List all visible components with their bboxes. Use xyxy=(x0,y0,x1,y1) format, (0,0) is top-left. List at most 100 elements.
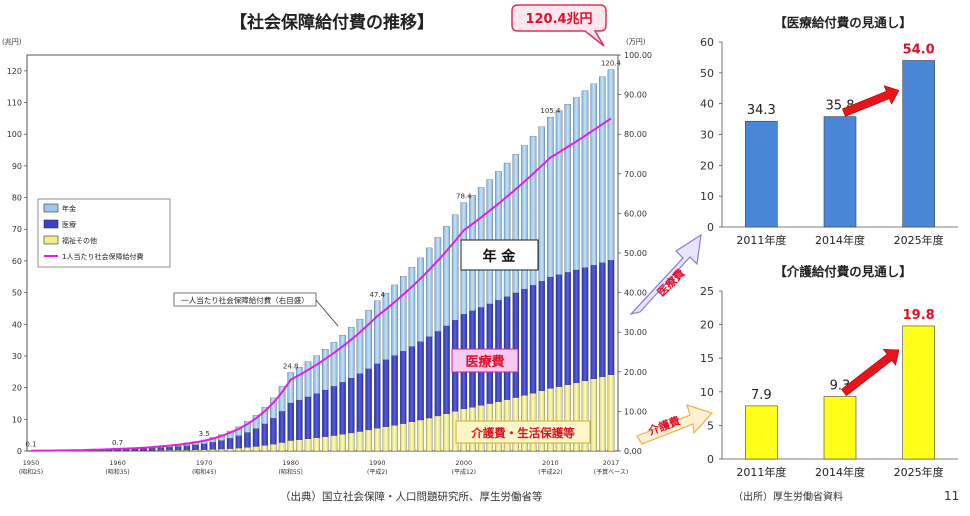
bar-segment-care xyxy=(314,438,320,451)
total-value-label: 47.4 xyxy=(369,291,385,299)
bar-segment-medical xyxy=(210,442,216,449)
bar-segment-care xyxy=(331,436,337,451)
bar-segment-pension xyxy=(452,215,458,320)
bar-segment-medical xyxy=(175,447,181,451)
main-x-ticks: 1950(昭和25)1960(昭和35)1970(昭和45)1980(昭和55)… xyxy=(19,459,628,476)
bar-segment-medical xyxy=(184,446,190,450)
x-tick-year: 1970 xyxy=(196,459,213,467)
legend-label-medical: 医療 xyxy=(62,220,76,229)
main-source: （出典）国立社会保障・人口問題研究所、厚生労働省等 xyxy=(280,490,543,503)
bar-segment-medical xyxy=(426,337,432,418)
x-tick-era: (平成22) xyxy=(538,468,562,476)
bar-segment-medical xyxy=(166,447,172,450)
y-tick-label: 0 xyxy=(707,221,714,234)
x-tick-year: 1960 xyxy=(109,459,126,467)
x-tick-year: 1980 xyxy=(282,459,299,467)
bar-segment-care xyxy=(426,418,432,451)
bar-segment-pension xyxy=(331,342,337,386)
y-tick-label: 60 xyxy=(700,36,714,49)
bar-segment-pension xyxy=(504,163,510,297)
bar-segment-medical xyxy=(279,411,285,442)
bar-segment-medical xyxy=(599,263,605,377)
y-right-tick-label: 70.00 xyxy=(624,170,647,179)
y-right-tick-label: 20.00 xyxy=(624,368,647,377)
bar-segment-pension xyxy=(582,91,588,268)
x-tick-year: 1950 xyxy=(23,459,40,467)
x-tick-year: 2000 xyxy=(456,459,473,467)
bar-segment-medical xyxy=(288,403,294,440)
bar-segment-medical xyxy=(383,360,389,427)
forecast-category-label: 2011年度 xyxy=(736,465,786,479)
medical-chart-title: 【医療給付費の見通し】 xyxy=(774,15,912,30)
x-tick-era: (昭和55) xyxy=(279,468,303,476)
y-right-tick-label: 50.00 xyxy=(624,249,647,258)
bar-segment-care xyxy=(270,444,276,451)
forecast-bar xyxy=(903,61,935,228)
bar-segment-medical xyxy=(556,275,562,387)
bar-segment-pension xyxy=(409,267,415,346)
bar-segment-medical xyxy=(365,369,371,430)
pension-series-text: 年 金 xyxy=(483,248,517,265)
bar-segment-medical xyxy=(374,364,380,428)
bar-segment-medical xyxy=(547,277,553,388)
y-left-tick-label: 80 xyxy=(12,194,22,203)
bar-segment-pension xyxy=(443,226,449,326)
bar-segment-care xyxy=(288,440,294,451)
bar-segment-medical xyxy=(218,441,224,449)
bar-segment-pension xyxy=(391,285,397,356)
x-tick-era: (平成12) xyxy=(452,468,476,476)
medical-series-label: 医療費 xyxy=(452,349,518,372)
bar-segment-care xyxy=(227,449,233,451)
callout-text: 120.4兆円 xyxy=(525,11,592,27)
bar-segment-pension xyxy=(357,319,363,374)
main-legend: 年金 医療 福祉その他 1人当たり社会保障給付費 xyxy=(38,199,170,267)
bar-segment-care xyxy=(348,433,354,451)
bar-segment-pension xyxy=(365,310,371,369)
bar-segment-medical xyxy=(227,438,233,448)
bar-segment-care xyxy=(357,431,363,451)
bar-segment-medical xyxy=(582,268,588,381)
y-left-tick-label: 30 xyxy=(12,352,22,361)
x-tick-year: 2017 xyxy=(603,459,620,467)
bar-segment-medical xyxy=(521,289,527,395)
forecast-category-label: 2025年度 xyxy=(894,233,944,247)
bar-segment-care xyxy=(262,445,268,451)
medical-arrow: 医療費 xyxy=(631,235,701,314)
bar-segment-pension xyxy=(573,97,579,270)
y-left-tick-label: 40 xyxy=(12,320,22,329)
y-right-tick-label: 40.00 xyxy=(624,289,647,298)
bar-segment-medical xyxy=(201,444,207,450)
y-left-tick-label: 10 xyxy=(12,415,22,424)
total-value-label: 3.5 xyxy=(199,430,210,438)
bar-segment-pension xyxy=(591,84,597,265)
y-left-tick-label: 20 xyxy=(12,384,22,393)
bar-segment-medical xyxy=(443,326,449,414)
y-left-tick-label: 110 xyxy=(7,99,22,108)
total-value-label: 0.7 xyxy=(112,439,123,447)
bar-segment-care xyxy=(340,434,346,451)
bar-segment-pension xyxy=(435,237,441,331)
bar-segment-medical xyxy=(140,449,146,451)
x-tick-era: (平成2) xyxy=(367,468,388,476)
medical-forecast-chart: 010203040506034.32011年度35.82014年度54.0202… xyxy=(700,36,958,247)
bar-segment-medical xyxy=(409,347,415,422)
forecast-value-label: 34.3 xyxy=(747,103,776,118)
bar-segment-medical xyxy=(192,445,198,450)
bar-segment-care xyxy=(391,425,397,451)
bar-segment-pension xyxy=(383,293,389,360)
legend-swatch-pension xyxy=(44,204,58,212)
bar-segment-pension xyxy=(599,77,605,263)
y-tick-label: 10 xyxy=(700,190,714,203)
bar-segment-medical xyxy=(158,448,164,451)
bar-segment-care xyxy=(296,440,302,451)
bar-segment-pension xyxy=(314,356,320,394)
bar-segment-medical xyxy=(565,272,571,384)
forecast-value-label: 19.8 xyxy=(903,308,935,323)
care-series-label: 介護費・生活保護等 xyxy=(456,421,590,443)
medical-series-text: 医療費 xyxy=(465,354,504,370)
y-tick-label: 25 xyxy=(700,285,714,298)
bar-segment-medical xyxy=(435,331,441,415)
bar-segment-care xyxy=(279,442,285,451)
y-right-unit: (万円) xyxy=(626,38,646,46)
